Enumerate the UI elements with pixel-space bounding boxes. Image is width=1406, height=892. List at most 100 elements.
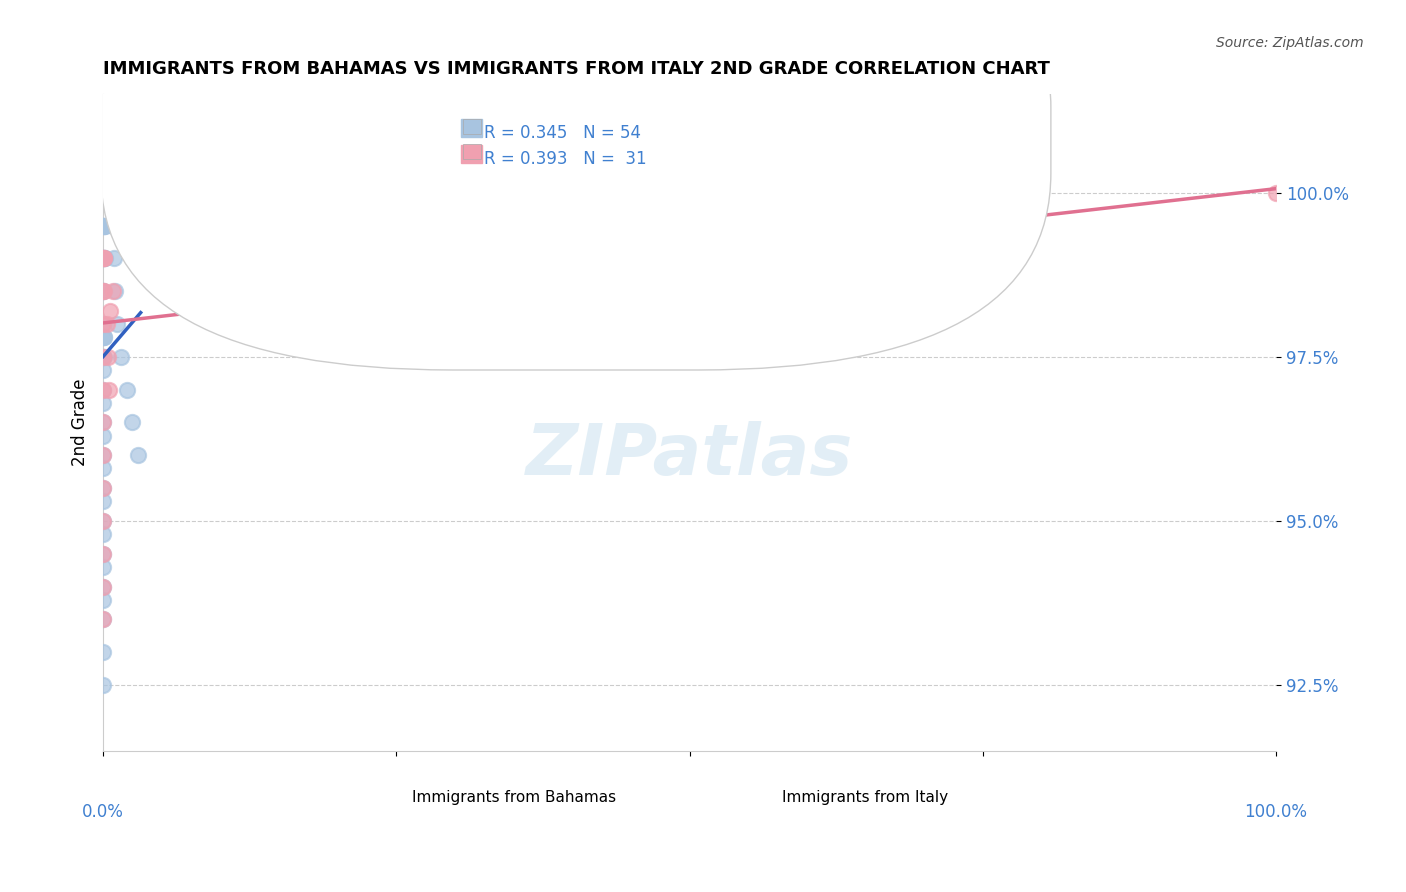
Point	[94, 219, 117, 233]
Bar	[356, 783, 385, 800]
Point	[91, 252, 114, 266]
Bar	[461, 145, 482, 163]
Point	[93, 186, 115, 200]
Point	[91, 461, 114, 475]
Point	[98, 304, 121, 318]
Point	[91, 448, 114, 462]
Point	[91, 494, 114, 508]
Point	[93, 252, 115, 266]
Point	[91, 514, 114, 528]
Text: Source: ZipAtlas.com: Source: ZipAtlas.com	[1216, 36, 1364, 50]
Text: 100.0%: 100.0%	[1244, 803, 1308, 821]
Point	[91, 645, 114, 659]
Point	[91, 592, 114, 607]
Point	[103, 186, 125, 200]
Point	[93, 330, 115, 344]
Bar	[463, 120, 481, 134]
Point	[110, 350, 132, 364]
Text: R = 0.345   N = 54: R = 0.345 N = 54	[491, 128, 647, 145]
Text: ZIPatlas: ZIPatlas	[526, 421, 853, 490]
Point	[94, 186, 117, 200]
Point	[91, 514, 114, 528]
Point	[101, 285, 124, 299]
Point	[93, 350, 115, 364]
Point	[91, 285, 114, 299]
Point	[91, 383, 114, 397]
Point	[97, 186, 120, 200]
Point	[91, 396, 114, 410]
Point	[91, 383, 114, 397]
Point	[91, 416, 114, 430]
Point	[91, 317, 114, 331]
Bar	[463, 145, 481, 159]
Point	[91, 285, 114, 299]
Point	[93, 186, 115, 200]
Point	[93, 219, 115, 233]
Text: IMMIGRANTS FROM BAHAMAS VS IMMIGRANTS FROM ITALY 2ND GRADE CORRELATION CHART: IMMIGRANTS FROM BAHAMAS VS IMMIGRANTS FR…	[103, 60, 1050, 78]
Point	[105, 317, 128, 331]
Point	[97, 350, 120, 364]
Point	[1265, 186, 1288, 200]
Point	[96, 186, 118, 200]
Point	[91, 317, 114, 331]
Text: R = 0.393   N =  31: R = 0.393 N = 31	[484, 150, 647, 169]
Point	[93, 252, 115, 266]
Point	[93, 350, 115, 364]
Point	[93, 252, 115, 266]
Point	[91, 448, 114, 462]
Point	[91, 559, 114, 574]
Point	[93, 186, 115, 200]
Point	[98, 383, 121, 397]
Point	[91, 678, 114, 692]
Point	[94, 186, 117, 200]
Point	[121, 416, 143, 430]
Point	[93, 285, 115, 299]
Point	[94, 186, 117, 200]
Point	[94, 186, 117, 200]
Point	[91, 219, 114, 233]
Point	[91, 612, 114, 626]
Point	[101, 219, 124, 233]
Point	[93, 186, 115, 200]
Point	[91, 580, 114, 594]
Point	[91, 186, 114, 200]
Point	[91, 252, 114, 266]
Point	[98, 186, 121, 200]
Text: 0.0%: 0.0%	[82, 803, 124, 821]
Point	[91, 547, 114, 561]
Point	[93, 330, 115, 344]
Point	[91, 527, 114, 541]
Bar	[461, 119, 482, 137]
FancyBboxPatch shape	[101, 0, 1050, 370]
Text: R = 0.393   N =  31: R = 0.393 N = 31	[491, 160, 652, 178]
Point	[91, 350, 114, 364]
Point	[93, 285, 115, 299]
Point	[91, 330, 114, 344]
Point	[94, 186, 117, 200]
Point	[91, 186, 114, 200]
Point	[98, 186, 121, 200]
Text: Immigrants from Bahamas: Immigrants from Bahamas	[412, 790, 616, 805]
Point	[96, 317, 118, 331]
Point	[91, 547, 114, 561]
Point	[91, 612, 114, 626]
Point	[100, 186, 122, 200]
Bar	[713, 783, 742, 800]
Text: Immigrants from Italy: Immigrants from Italy	[783, 790, 949, 805]
Point	[98, 186, 121, 200]
Point	[91, 580, 114, 594]
Point	[91, 416, 114, 430]
Point	[97, 186, 120, 200]
Y-axis label: 2nd Grade: 2nd Grade	[72, 379, 89, 467]
Point	[104, 285, 127, 299]
Point	[91, 481, 114, 495]
Point	[127, 448, 149, 462]
Point	[96, 186, 118, 200]
Point	[93, 252, 115, 266]
Point	[93, 252, 115, 266]
Point	[91, 428, 114, 442]
Point	[91, 350, 114, 364]
Point	[91, 481, 114, 495]
Point	[100, 186, 122, 200]
Point	[93, 219, 115, 233]
